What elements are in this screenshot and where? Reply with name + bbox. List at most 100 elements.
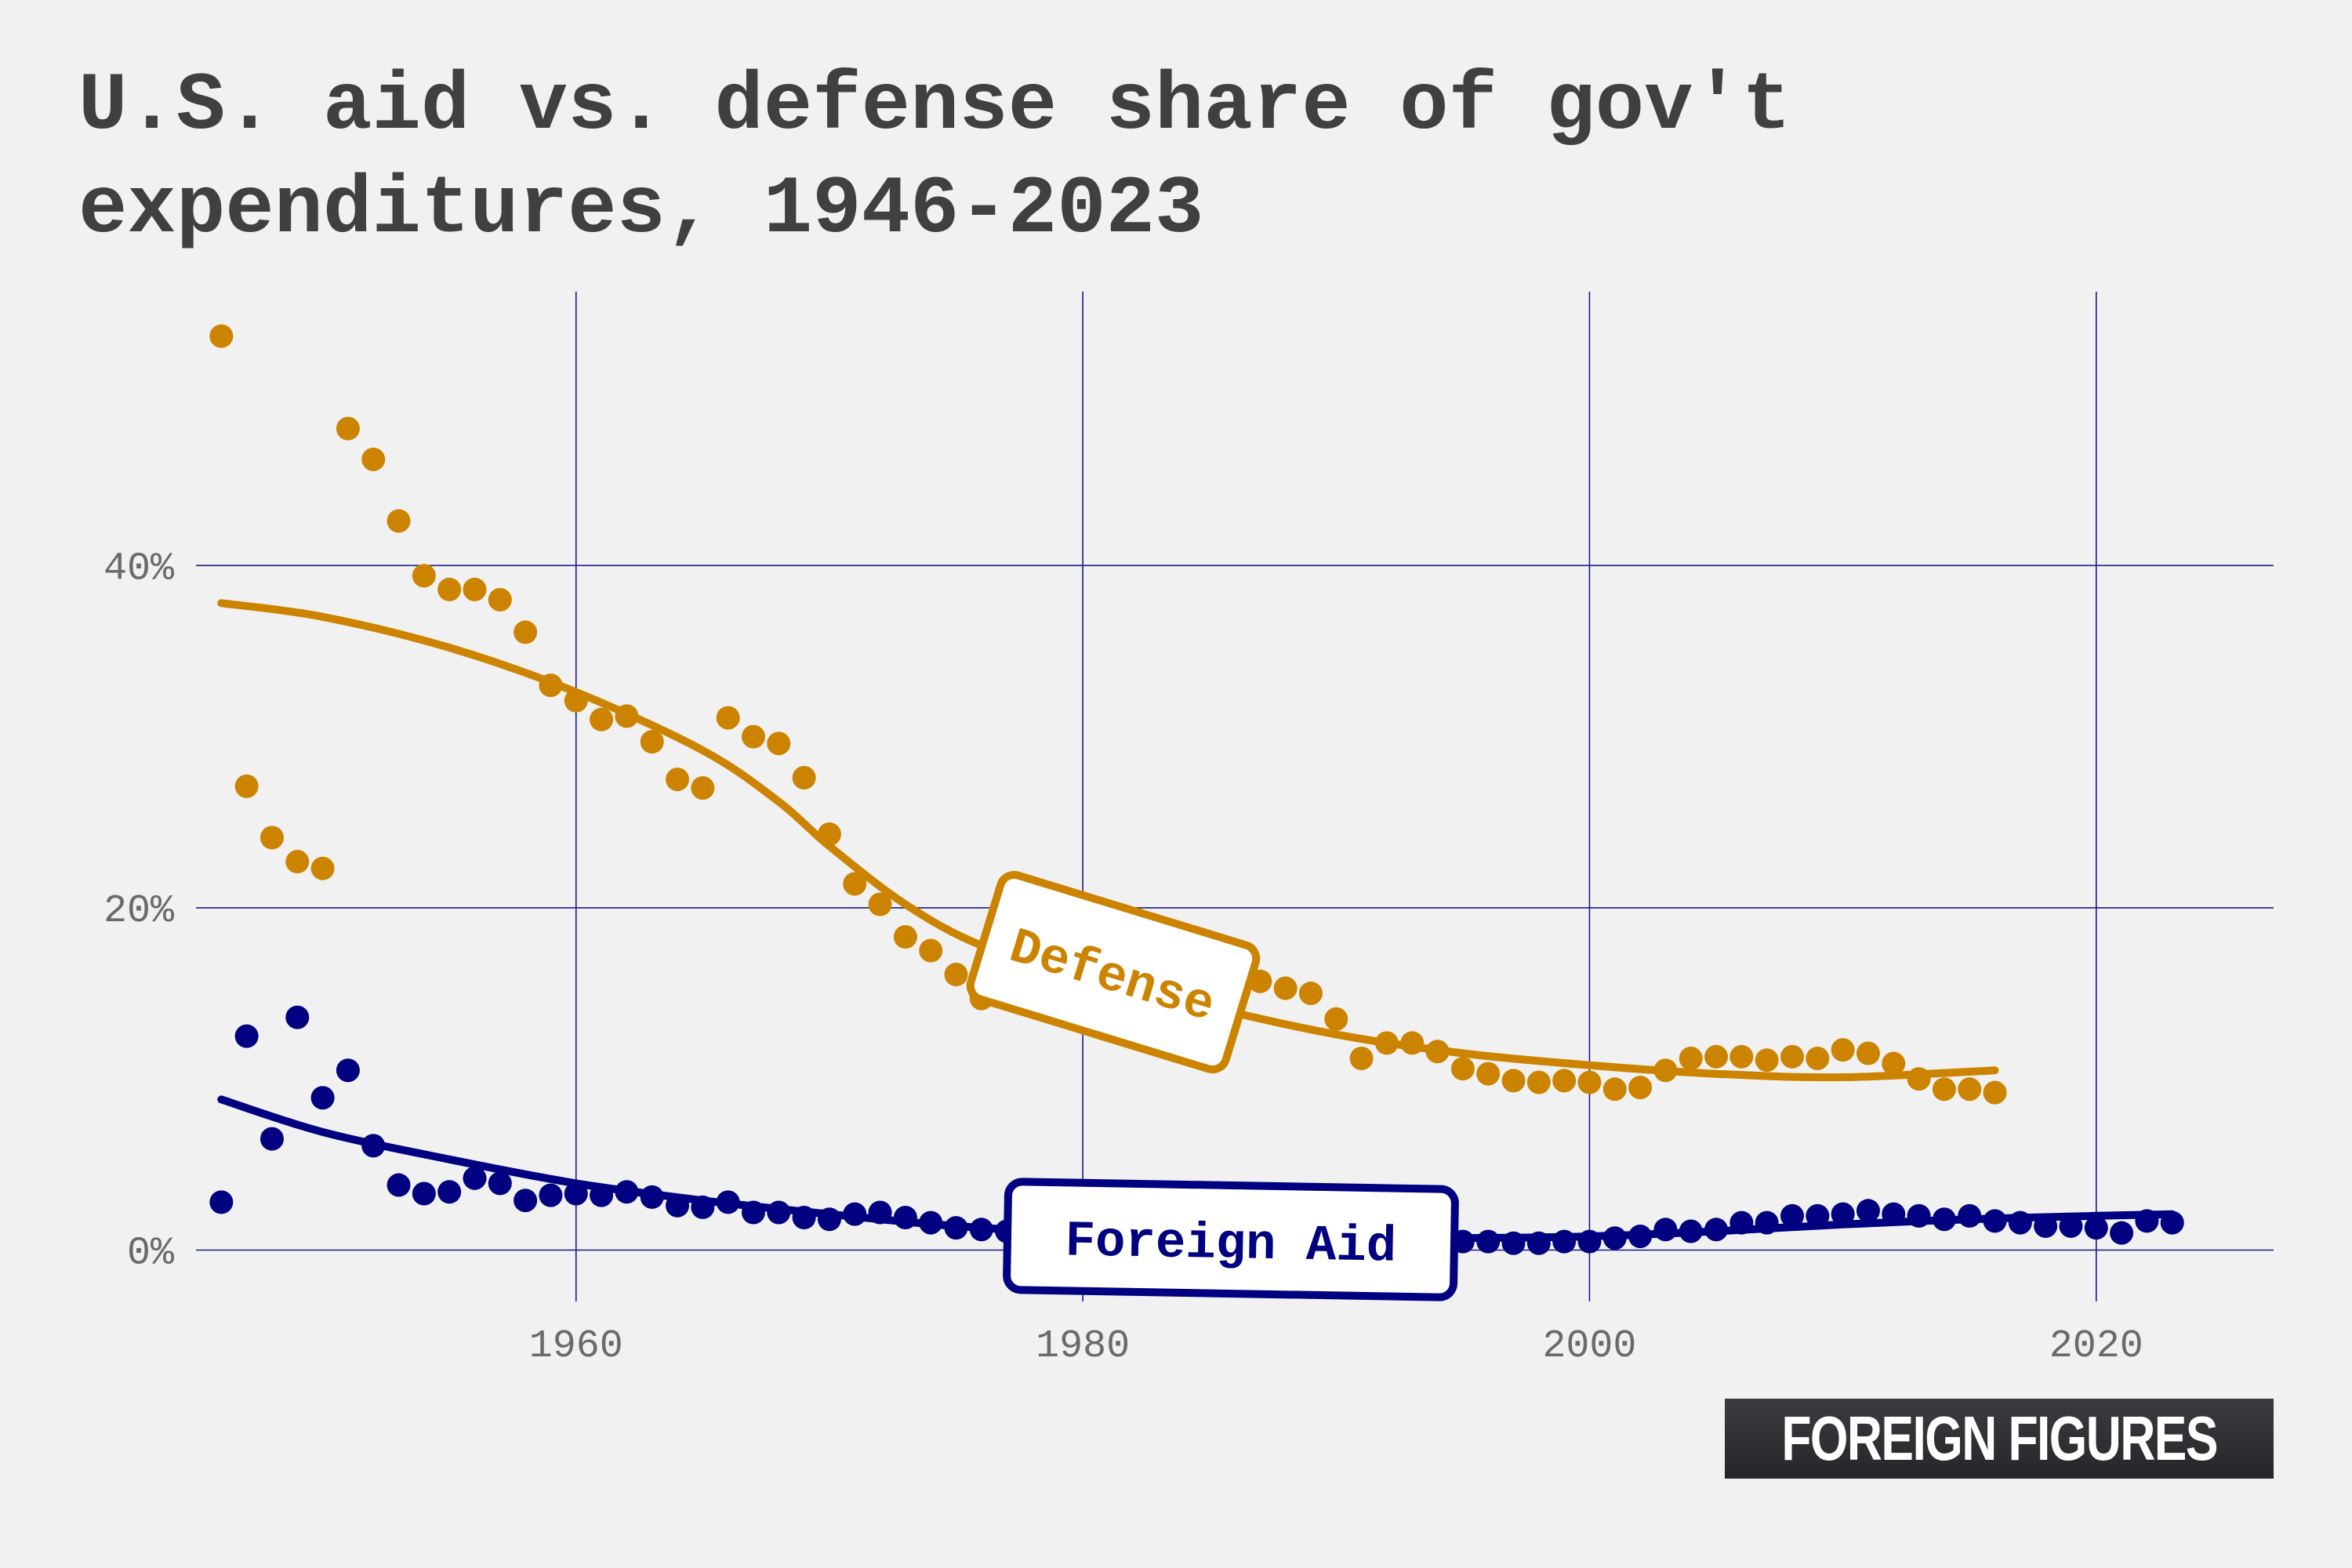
y-tick-label: 20% bbox=[103, 889, 175, 934]
data-points bbox=[209, 324, 2184, 1255]
chart-title-line-2: expenditures, 1946-2023 bbox=[78, 164, 1204, 256]
defense-point bbox=[919, 938, 943, 963]
foreign-aid-point bbox=[666, 1193, 690, 1218]
foreign-aid-point bbox=[412, 1181, 436, 1206]
foreign-aid-point bbox=[741, 1200, 765, 1225]
defense-point bbox=[1552, 1069, 1577, 1093]
x-tick-label: 1980 bbox=[1036, 1324, 1130, 1369]
foreign-aid-point bbox=[336, 1058, 360, 1083]
x-tick-label: 2020 bbox=[2049, 1324, 2143, 1369]
foreign-aid-point bbox=[1907, 1203, 1931, 1228]
foreign-aid-point bbox=[1806, 1203, 1830, 1228]
defense-point bbox=[1730, 1044, 1754, 1069]
foreign-aid-point bbox=[1552, 1229, 1577, 1254]
foreign-aid-point bbox=[868, 1200, 892, 1225]
defense-point bbox=[387, 509, 411, 533]
defense-point bbox=[893, 925, 917, 949]
foreign-aid-label-box: Foreign Aid bbox=[1003, 1178, 1459, 1301]
foreign-aid-point bbox=[2084, 1216, 2108, 1240]
defense-point bbox=[817, 822, 841, 847]
foreign-aid-point bbox=[1882, 1202, 1906, 1226]
foreign-aid-point bbox=[640, 1185, 664, 1209]
foreign-aid-label: Foreign Aid bbox=[1065, 1214, 1397, 1276]
defense-point bbox=[944, 963, 968, 987]
foreign-aid-point bbox=[285, 1005, 310, 1029]
foreign-aid-point bbox=[539, 1183, 563, 1207]
foreign-aid-point bbox=[615, 1180, 639, 1204]
defense-point bbox=[1983, 1080, 2007, 1105]
defense-point bbox=[412, 564, 436, 588]
defense-point bbox=[843, 872, 867, 896]
defense-point bbox=[463, 577, 487, 601]
defense-point bbox=[868, 892, 892, 916]
defense-point bbox=[1679, 1047, 1703, 1071]
defense-point bbox=[336, 416, 360, 441]
defense-point bbox=[1882, 1051, 1906, 1076]
defense-point bbox=[615, 704, 639, 728]
defense-point bbox=[792, 765, 816, 789]
foreign-aid-point bbox=[387, 1173, 411, 1197]
foreign-aid-point bbox=[234, 1024, 259, 1048]
defense-point bbox=[666, 768, 690, 792]
foreign-aid-point bbox=[514, 1189, 538, 1213]
foreign-aid-point bbox=[463, 1166, 487, 1190]
defense-point bbox=[1450, 1057, 1475, 1081]
x-tick-label: 2000 bbox=[1542, 1324, 1636, 1369]
defense-point bbox=[716, 706, 740, 730]
defense-point bbox=[741, 724, 765, 749]
defense-point bbox=[437, 577, 462, 601]
foreign-aid-point bbox=[260, 1127, 284, 1151]
foreign-aid-point bbox=[1501, 1231, 1526, 1255]
foreign-aid-point bbox=[1704, 1218, 1729, 1242]
foreign-aid-point bbox=[1856, 1199, 1880, 1223]
foreign-aid-point bbox=[1831, 1202, 1855, 1226]
defense-point bbox=[1856, 1041, 1880, 1065]
foreign-aid-point bbox=[1958, 1203, 1982, 1228]
foreign-aid-point bbox=[969, 1218, 993, 1242]
defense-point bbox=[1704, 1044, 1729, 1069]
foreign-aid-point bbox=[893, 1206, 917, 1230]
defense-point bbox=[514, 620, 538, 644]
foreign-aid-point bbox=[817, 1207, 841, 1232]
foreign-aid-point bbox=[919, 1210, 943, 1235]
defense-point bbox=[1324, 1007, 1348, 1031]
foreign-aid-point bbox=[1526, 1231, 1551, 1255]
defense-point bbox=[310, 856, 335, 880]
foreign-figures-logo: FOREIGN FIGURES bbox=[1725, 1399, 2274, 1479]
foreign-aid-point bbox=[944, 1216, 968, 1240]
defense-point bbox=[1501, 1069, 1526, 1093]
defense-point bbox=[1425, 1040, 1450, 1064]
foreign-aid-point bbox=[437, 1180, 462, 1204]
defense-point bbox=[1831, 1038, 1855, 1062]
foreign-aid-point bbox=[1780, 1203, 1804, 1228]
foreign-aid-point bbox=[2008, 1210, 2032, 1235]
defense-point bbox=[361, 447, 386, 471]
defense-point bbox=[1907, 1067, 1931, 1091]
foreign-aid-point bbox=[691, 1195, 715, 1219]
foreign-aid-point bbox=[209, 1190, 234, 1214]
series-labels: Defense Foreign Aid bbox=[966, 870, 1459, 1301]
foreign-aid-point bbox=[1628, 1225, 1653, 1249]
x-tick-label: 1960 bbox=[529, 1324, 623, 1369]
foreign-aid-point bbox=[590, 1183, 614, 1207]
defense-point bbox=[285, 849, 310, 873]
defense-point bbox=[1400, 1031, 1425, 1055]
defense-point bbox=[1653, 1058, 1678, 1083]
foreign-aid-point bbox=[767, 1200, 791, 1225]
foreign-aid-point bbox=[1679, 1219, 1703, 1243]
foreign-aid-point bbox=[1653, 1218, 1678, 1242]
y-tick-label: 0% bbox=[127, 1232, 175, 1276]
foreign-aid-point bbox=[2110, 1221, 2134, 1245]
chart-title-line-1: U.S. aid vs. defense share of gov't bbox=[78, 60, 1791, 153]
defense-point bbox=[1806, 1047, 1830, 1071]
defense-point bbox=[1628, 1076, 1653, 1100]
defense-point bbox=[1476, 1062, 1501, 1086]
axis-labels: 0% 20% 40% 1960 1980 2000 2020 bbox=[103, 546, 2143, 1369]
foreign-aid-point bbox=[843, 1202, 867, 1226]
defense-point bbox=[1780, 1044, 1804, 1069]
foreign-aid-point bbox=[1983, 1209, 2007, 1233]
foreign-aid-point bbox=[1932, 1207, 1956, 1232]
foreign-aid-point bbox=[488, 1171, 512, 1196]
defense-point bbox=[590, 707, 614, 731]
defense-point bbox=[488, 587, 512, 612]
